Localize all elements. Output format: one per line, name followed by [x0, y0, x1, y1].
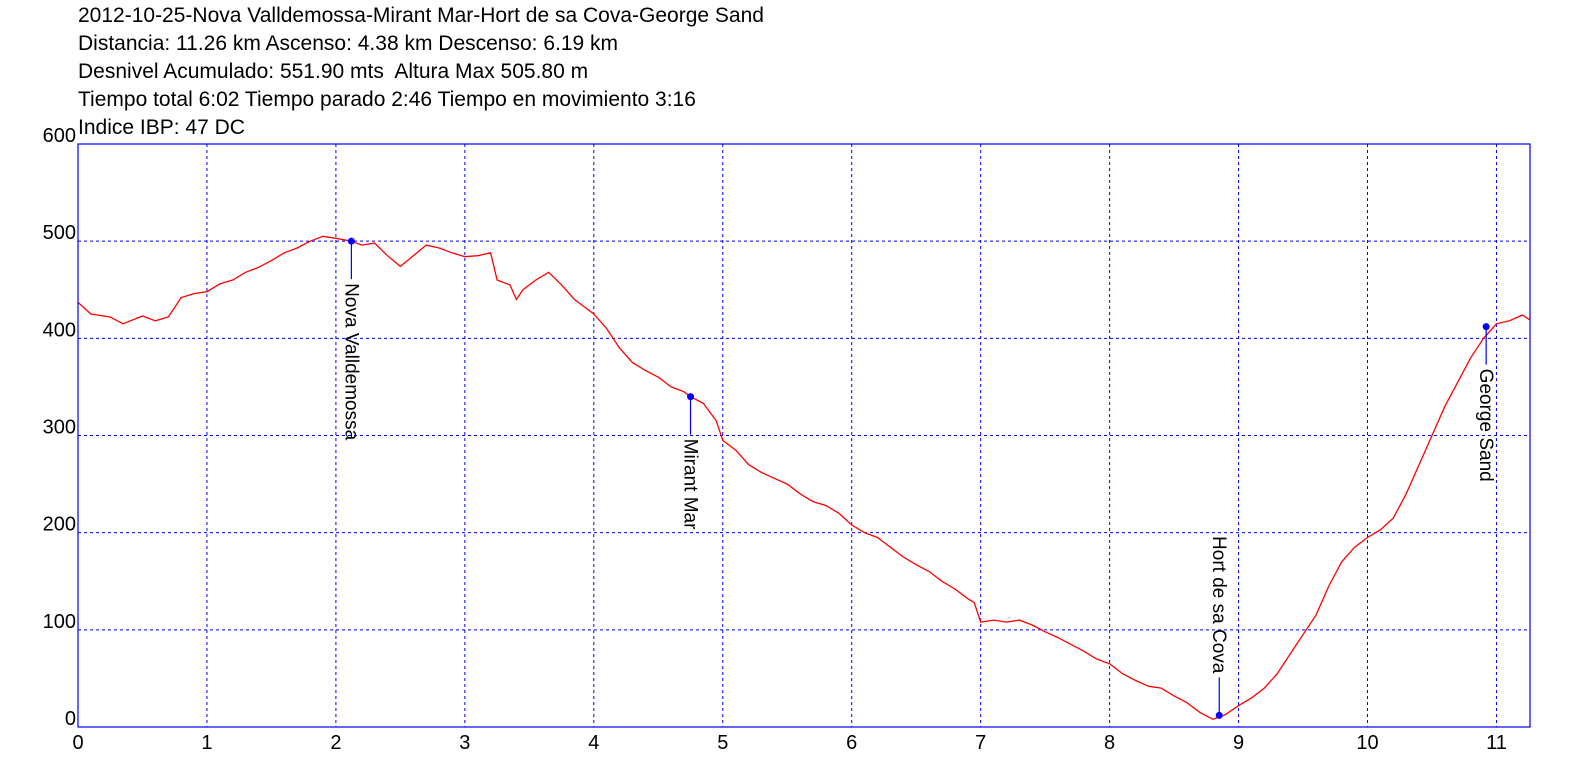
ibp-index: Indice IBP: 47 DC	[78, 116, 245, 139]
time-stats: Tiempo total 6:02 Tiempo parado 2:46 Tie…	[78, 88, 696, 111]
waypoint-marker	[1482, 323, 1490, 331]
waypoint-marker	[687, 393, 695, 401]
waypoint-label: Nova Valldemossa	[340, 283, 361, 440]
grid-lines	[78, 144, 1530, 727]
waypoint-label: George Sand	[1475, 369, 1496, 482]
chart-title: 2012-10-25-Nova Valldemossa-Mirant Mar-H…	[78, 4, 764, 27]
y-tick-label: 100	[43, 611, 76, 633]
x-tick-label: 9	[1233, 732, 1244, 754]
waypoint-marker	[347, 237, 355, 245]
x-tick-label: 0	[72, 732, 83, 754]
waypoint-marker	[1215, 711, 1223, 719]
x-tick-label: 11	[1486, 732, 1507, 754]
x-tick-label: 2	[330, 732, 341, 754]
waypoint-label: Mirant Mar	[680, 439, 701, 530]
x-tick-label: 3	[459, 732, 470, 754]
x-tick-label: 8	[1104, 732, 1115, 754]
elevation-line	[77, 235, 1531, 720]
x-tick-label: 4	[588, 732, 599, 754]
x-tick-label: 1	[201, 732, 212, 754]
y-tick-label: 200	[43, 514, 76, 536]
x-tick-label: 6	[846, 732, 857, 754]
x-tick-label: 10	[1356, 732, 1378, 754]
x-axis-ticks: 0 1 2 3 4 5 6 7 8 9 10 11	[72, 732, 1506, 754]
distance-stats: Distancia: 11.26 km Ascenso: 4.38 km Des…	[78, 32, 619, 55]
plot-frame	[77, 143, 1531, 728]
waypoint-label: Hort de sa Cova	[1208, 536, 1229, 674]
elevation-stats: Desnivel Acumulado: 551.90 mts Altura Ma…	[78, 60, 589, 83]
y-tick-label: 400	[43, 319, 76, 341]
y-axis-ticks: 0 100 200 300 400 500 600	[43, 125, 76, 730]
x-tick-label: 5	[717, 732, 728, 754]
chart-header: 2012-10-25-Nova Valldemossa-Mirant Mar-H…	[78, 2, 764, 142]
y-tick-label: 300	[43, 417, 76, 439]
waypoint-markers: Nova Valldemossa Mirant Mar Hort de sa Cov…	[340, 237, 1496, 719]
y-tick-label: 600	[43, 125, 76, 147]
y-tick-label: 0	[65, 708, 76, 730]
y-tick-label: 500	[43, 222, 76, 244]
x-tick-label: 7	[975, 732, 986, 754]
